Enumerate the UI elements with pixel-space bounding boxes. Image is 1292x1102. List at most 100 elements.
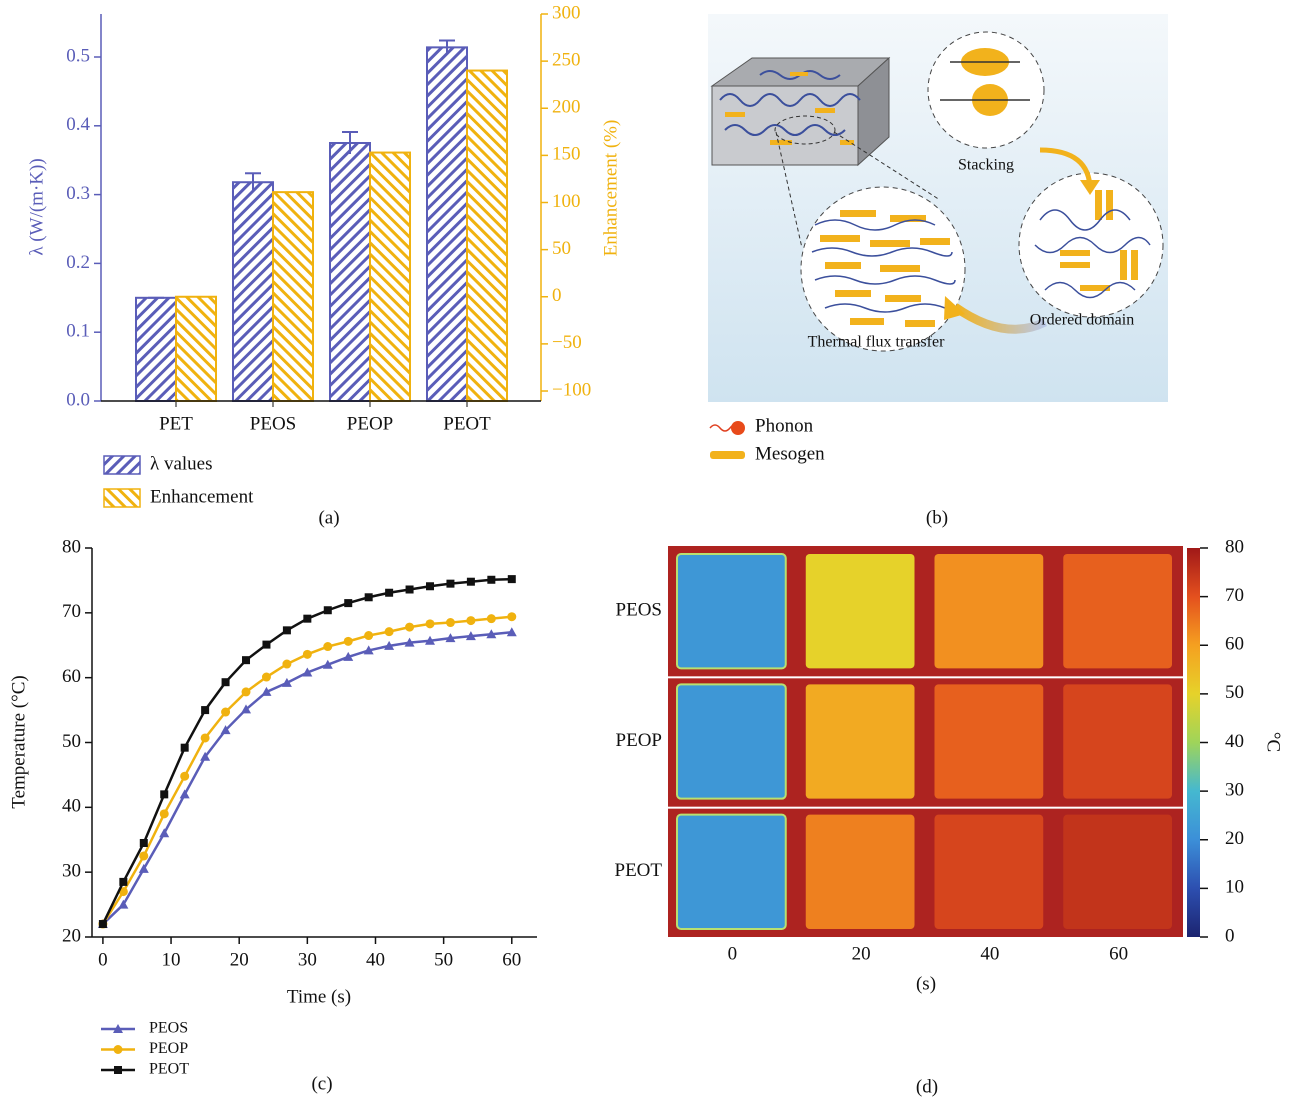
marker [487, 614, 496, 623]
bar [467, 71, 507, 401]
x-tick-label: 20 [852, 943, 871, 964]
colorbar-label: °C [1263, 732, 1284, 752]
marker [406, 585, 414, 593]
figure: Stacking Ordered domain Thermal flux tra… [0, 0, 1292, 1102]
y-tick-label: 80 [62, 536, 81, 557]
bar [370, 153, 410, 401]
marker [180, 789, 190, 798]
y2-axis-label: Enhancement (%) [600, 120, 621, 257]
y-tick-label: 20 [62, 925, 81, 946]
marker [159, 828, 169, 837]
legend-label: Mesogen [755, 443, 825, 464]
x-tick-label: 60 [502, 949, 521, 970]
x-tick-label: 0 [728, 943, 738, 964]
marker [467, 578, 475, 586]
legend-label: λ values [150, 453, 213, 474]
marker [114, 1045, 123, 1054]
marker [344, 637, 353, 646]
ordered-domain-label: Ordered domain [1030, 312, 1134, 329]
cell [935, 554, 1044, 668]
y-tick-label: 40 [62, 796, 81, 817]
cell [1063, 815, 1172, 929]
marker [221, 708, 230, 717]
x-tick-label: 50 [434, 949, 453, 970]
x-tick-label: 40 [980, 943, 999, 964]
marker [282, 660, 291, 669]
marker [180, 772, 189, 781]
marker [160, 790, 168, 798]
stacking-label: Stacking [958, 157, 1014, 174]
marker [181, 744, 189, 752]
marker [487, 576, 495, 584]
bar [273, 192, 313, 401]
cell [1063, 684, 1172, 798]
legend-label: Enhancement [150, 486, 254, 507]
marker [508, 575, 516, 583]
x-tick-label: PEOS [250, 413, 296, 434]
colorbar-tick-label: 70 [1225, 585, 1244, 606]
marker [385, 627, 394, 636]
legend-swatch [104, 456, 140, 474]
colorbar-tick-label: 10 [1225, 877, 1244, 898]
legend-label: Phonon [755, 415, 814, 436]
y-tick-label: 0.1 [66, 321, 90, 342]
caption: (b) [926, 507, 948, 528]
cell [677, 815, 786, 929]
colorbar-tick-label: 40 [1225, 731, 1244, 752]
y-tick-label: 0.2 [66, 252, 90, 273]
cell [806, 684, 915, 798]
y-axis-label: λ (W/(m·K)) [26, 158, 47, 255]
y-tick-label: 0.3 [66, 183, 90, 204]
marker [507, 612, 516, 621]
y2-tick-label: 300 [552, 2, 581, 23]
y-axis-label: Temperature (°C) [8, 675, 29, 808]
y2-tick-label: 250 [552, 49, 581, 70]
y-tick-label: 30 [62, 861, 81, 882]
marker [114, 1066, 122, 1074]
marker [283, 626, 291, 634]
marker [405, 623, 414, 632]
cell [935, 815, 1044, 929]
marker [344, 599, 352, 607]
thermal-flux-label: Thermal flux transfer [808, 334, 946, 351]
marker [446, 580, 454, 588]
marker [140, 839, 148, 847]
marker [242, 656, 250, 664]
cell [1063, 554, 1172, 668]
legend-label: PEOS [149, 1020, 188, 1037]
y-tick-label: 0.0 [66, 389, 90, 410]
marker [242, 687, 251, 696]
marker [323, 642, 332, 651]
line [103, 579, 512, 924]
y-tick-label: 70 [62, 601, 81, 622]
marker [222, 678, 230, 686]
colorbar-tick-label: 80 [1225, 536, 1244, 557]
mesogen-icon [710, 451, 745, 459]
x-tick-label: PET [159, 413, 193, 434]
bar [427, 47, 467, 401]
y-tick-label: 0.5 [66, 45, 90, 66]
caption: (c) [311, 1073, 332, 1094]
y2-tick-label: −50 [552, 332, 582, 353]
marker [119, 878, 127, 886]
marker [303, 615, 311, 623]
marker [324, 606, 332, 614]
phonon-icon [731, 421, 745, 435]
colorbar [1187, 548, 1200, 937]
x-axis-label: Time (s) [287, 986, 351, 1007]
cell [806, 815, 915, 929]
cell [677, 554, 786, 668]
marker [99, 920, 107, 928]
row-label: PEOP [616, 730, 662, 751]
y2-tick-label: 200 [552, 97, 581, 118]
marker [160, 809, 169, 818]
x-tick-label: 20 [230, 949, 249, 970]
x-tick-label: 0 [98, 949, 108, 970]
marker [262, 641, 270, 649]
x-axis-label: (s) [916, 973, 936, 994]
cell [935, 684, 1044, 798]
colorbar-tick-label: 60 [1225, 634, 1244, 655]
bar [233, 182, 273, 401]
cell [677, 684, 786, 798]
marker [139, 851, 148, 860]
